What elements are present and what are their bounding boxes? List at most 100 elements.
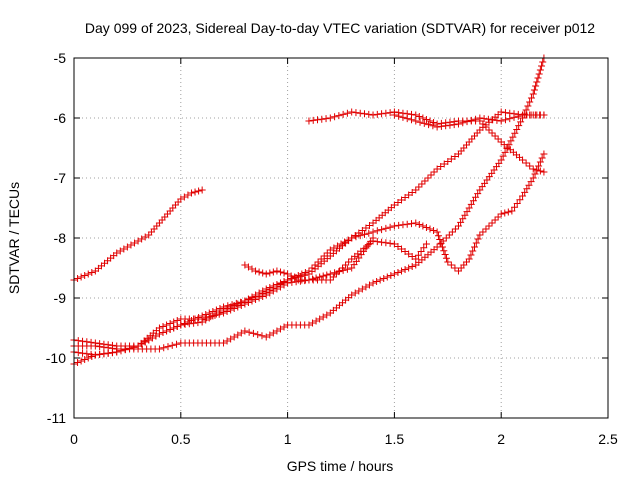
data-point xyxy=(373,227,381,235)
data-point xyxy=(280,281,288,289)
data-point xyxy=(446,121,454,129)
y-axis-label: SDTVAR / TECUs xyxy=(6,182,22,294)
data-point xyxy=(485,222,493,230)
data-point xyxy=(463,208,471,216)
y-tick-label: -7 xyxy=(54,170,67,186)
data-point xyxy=(244,263,252,271)
data-point xyxy=(81,272,89,279)
y-tick-label: -10 xyxy=(46,350,66,366)
data-point xyxy=(408,189,416,196)
data-point xyxy=(501,109,509,117)
data-point xyxy=(252,267,260,275)
data-point xyxy=(501,148,509,156)
data-point xyxy=(407,220,415,228)
data-point xyxy=(127,241,135,249)
data-point xyxy=(484,115,492,123)
data-point xyxy=(398,267,406,275)
data-point xyxy=(509,133,517,141)
data-point xyxy=(418,180,426,188)
data-point xyxy=(497,117,505,125)
data-point xyxy=(348,291,356,299)
data-point xyxy=(79,349,87,357)
data-point xyxy=(262,333,270,341)
data-point xyxy=(301,277,309,285)
grid xyxy=(74,58,608,418)
data-point xyxy=(360,110,368,118)
data-point xyxy=(352,109,360,117)
data-point xyxy=(351,289,359,297)
data-point xyxy=(408,263,416,270)
data-point xyxy=(376,276,384,284)
x-axis-label: GPS time / hours xyxy=(287,458,394,474)
data-point xyxy=(454,222,462,230)
data-point xyxy=(252,296,260,303)
data-point xyxy=(155,324,163,332)
data-point xyxy=(173,317,181,324)
data-point xyxy=(380,275,388,282)
data-point xyxy=(467,251,475,259)
data-point xyxy=(434,232,442,240)
data-point xyxy=(501,116,509,124)
data-point xyxy=(166,320,174,327)
series-1 xyxy=(70,186,206,284)
series-4 xyxy=(70,108,548,350)
data-point xyxy=(249,329,257,337)
data-point xyxy=(467,200,475,208)
data-point xyxy=(519,192,527,200)
data-point xyxy=(398,245,406,253)
data-point xyxy=(335,268,343,276)
data-point xyxy=(513,200,521,207)
data-point xyxy=(386,223,394,231)
data-point xyxy=(168,341,176,349)
data-point xyxy=(479,228,487,236)
data-point xyxy=(415,113,423,120)
data-point xyxy=(318,115,326,123)
data-point xyxy=(83,350,91,358)
data-point xyxy=(430,168,438,176)
data-point xyxy=(117,347,125,355)
data-point xyxy=(195,314,203,321)
data-point xyxy=(365,281,373,289)
data-point xyxy=(386,239,394,247)
data-point xyxy=(386,109,394,117)
data-point xyxy=(362,283,370,291)
data-point xyxy=(273,267,281,275)
data-point xyxy=(305,117,313,125)
data-point xyxy=(134,237,142,245)
data-point xyxy=(403,220,411,228)
data-point xyxy=(341,238,349,246)
data-point xyxy=(248,265,256,273)
data-point xyxy=(451,225,459,233)
data-point xyxy=(121,346,129,354)
data-point xyxy=(113,249,121,257)
data-point xyxy=(104,349,112,357)
data-point xyxy=(465,204,473,212)
data-point xyxy=(395,112,403,120)
data-point xyxy=(526,98,534,106)
x-tick-label: 2.5 xyxy=(598,431,618,447)
data-point xyxy=(342,261,350,269)
data-point xyxy=(159,323,167,330)
data-point xyxy=(383,273,391,281)
data-point xyxy=(513,125,521,133)
data-point xyxy=(494,213,502,221)
data-point xyxy=(280,323,288,331)
data-point xyxy=(113,348,121,356)
data-point xyxy=(326,276,334,284)
data-point xyxy=(390,201,398,209)
data-point xyxy=(170,324,178,332)
data-point xyxy=(177,321,185,329)
data-point xyxy=(476,114,484,122)
data-point xyxy=(329,273,337,281)
data-point xyxy=(412,255,420,263)
data-point xyxy=(394,269,402,276)
data-point xyxy=(312,274,320,282)
data-point xyxy=(322,115,330,123)
data-point xyxy=(497,210,505,218)
data-point xyxy=(378,110,386,118)
data-point xyxy=(198,186,206,194)
data-point xyxy=(259,293,267,300)
x-tick-label: 0 xyxy=(70,431,78,447)
data-point xyxy=(241,327,249,335)
data-point xyxy=(358,227,366,234)
